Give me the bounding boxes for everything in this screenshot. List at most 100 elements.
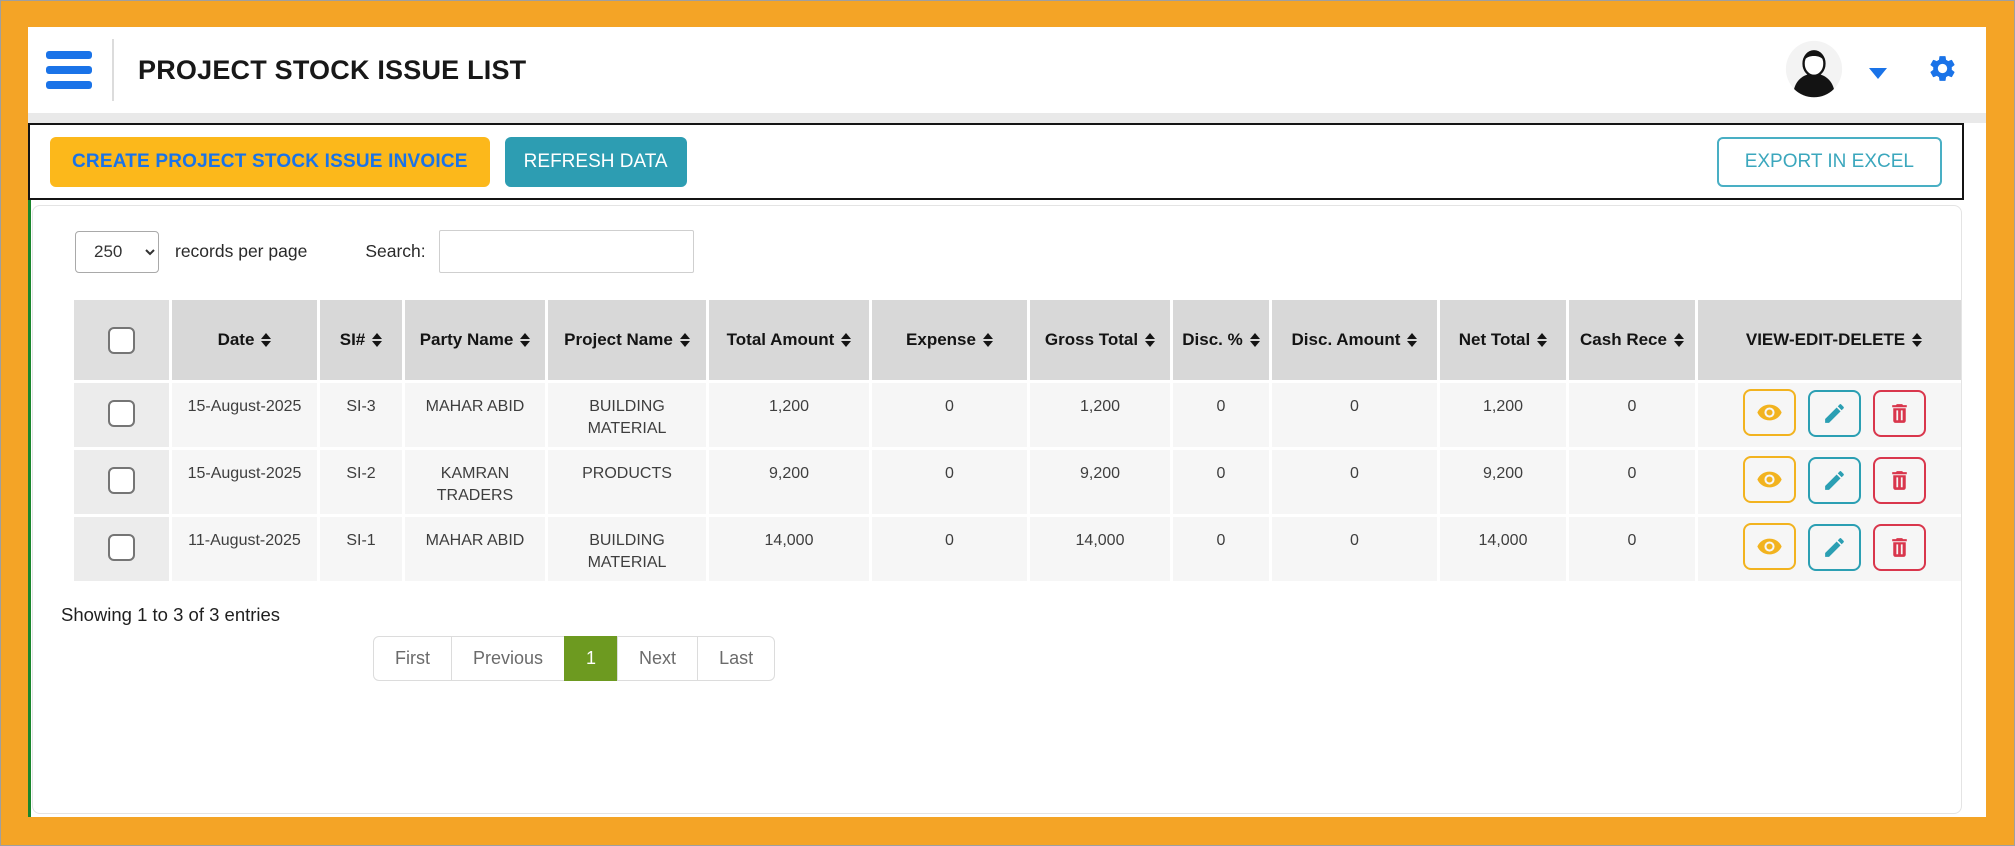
table-row: 15-August-2025 SI-2 KAMRAN TRADERS PRODUCTS… <box>74 450 1961 514</box>
pencil-icon <box>1824 471 1844 490</box>
column-header-total-amount[interactable]: Total Amount <box>709 300 869 380</box>
column-header-si[interactable]: SI# <box>320 300 402 380</box>
sort-arrows-icon <box>841 333 852 348</box>
column-header-disc[interactable]: Disc. % <box>1173 300 1269 380</box>
page-previous-button[interactable]: Previous <box>451 636 566 681</box>
select-all-header-cell <box>74 300 169 380</box>
page-title: PROJECT STOCK ISSUE LIST <box>138 54 527 85</box>
sort-arrows-icon <box>1537 333 1548 348</box>
cell-cash-rece: 0 <box>1569 517 1695 581</box>
user-avatar[interactable] <box>1785 40 1843 101</box>
table-row: 11-August-2025 SI-1 MAHAR ABID BUILDING MAT… <box>74 517 1961 581</box>
column-header-label: Cash Rece <box>1580 329 1667 349</box>
top-right-actions <box>1785 40 1970 101</box>
cell-total-amount: 9,200 <box>709 450 869 514</box>
header-divider <box>112 39 114 101</box>
cell-si-number: SI-1 <box>320 517 402 581</box>
sort-arrows-icon <box>520 333 531 348</box>
pencil-icon <box>1824 404 1844 423</box>
page-1-button[interactable]: 1 <box>564 636 619 681</box>
caret-down-icon[interactable] <box>1869 67 1887 79</box>
view-button[interactable] <box>1742 456 1796 503</box>
cell-project-name: BUILDING MATERIAL <box>548 383 706 447</box>
page-last-button[interactable]: Last <box>697 636 776 681</box>
hamburger-icon <box>46 66 92 74</box>
column-header-view-edit-delete[interactable]: VIEW-EDIT-DELETE <box>1698 300 1961 380</box>
cell-expense: 0 <box>872 517 1027 581</box>
table-header-row: Date SI# Party Name Project Name Total Amoun… <box>74 300 1961 380</box>
table-card: 250 records per page Search: Date SI# Part… <box>32 205 1962 814</box>
view-button[interactable] <box>1742 523 1796 570</box>
row-select-cell <box>74 450 169 514</box>
column-header-label: Expense <box>906 329 976 349</box>
page-first-button[interactable]: First <box>373 636 452 681</box>
cell-date: 11-August-2025 <box>172 517 317 581</box>
pagination: First Previous 1 Next Last <box>373 636 776 681</box>
row-checkbox[interactable] <box>108 399 135 427</box>
view-button[interactable] <box>1742 389 1796 436</box>
main-content: 250 records per page Search: Date SI# Part… <box>28 200 1986 817</box>
column-header-date[interactable]: Date <box>172 300 317 380</box>
column-header-expense[interactable]: Expense <box>872 300 1027 380</box>
cell-disc-percent: 0 <box>1173 450 1269 514</box>
sort-arrows-icon <box>679 333 690 348</box>
cell-date: 15-August-2025 <box>172 450 317 514</box>
cell-gross-total: 14,000 <box>1030 517 1170 581</box>
column-header-label: Total Amount <box>726 329 835 349</box>
page-next-button[interactable]: Next <box>617 636 699 681</box>
page: PROJECT STOCK ISSUE LIST <box>28 27 1986 817</box>
cell-date: 15-August-2025 <box>172 383 317 447</box>
sort-arrows-icon <box>1912 333 1923 348</box>
create-invoice-button[interactable]: CREATE PROJECT STOCK ISSUE INVOICE <box>50 136 490 187</box>
pencil-icon <box>1824 538 1844 557</box>
edit-button[interactable] <box>1807 457 1861 504</box>
column-header-label: Gross Total <box>1044 329 1139 349</box>
column-header-cash-rece[interactable]: Cash Rece <box>1569 300 1695 380</box>
search-input[interactable] <box>438 230 694 273</box>
edit-button[interactable] <box>1807 390 1861 437</box>
sort-arrows-icon <box>372 333 383 348</box>
records-per-page-label: records per page <box>175 241 308 261</box>
cell-total-amount: 14,000 <box>709 517 869 581</box>
header-gap-strip <box>28 113 1986 123</box>
export-excel-button[interactable]: EXPORT IN EXCEL <box>1716 136 1942 187</box>
refresh-data-button[interactable]: REFRESH DATA <box>504 136 687 187</box>
table-body: 15-August-2025 SI-3 MAHAR ABID BUILDING MAT… <box>74 383 1961 581</box>
cell-net-total: 9,200 <box>1440 450 1566 514</box>
cell-expense: 0 <box>872 450 1027 514</box>
cell-total-amount: 1,200 <box>709 383 869 447</box>
delete-button[interactable] <box>1872 457 1926 504</box>
cell-disc-percent: 0 <box>1173 383 1269 447</box>
column-header-project-name[interactable]: Project Name <box>548 300 706 380</box>
eye-icon <box>1756 471 1782 488</box>
stock-issue-table: Date SI# Party Name Project Name Total Amoun… <box>71 297 1961 584</box>
row-checkbox[interactable] <box>108 466 135 494</box>
column-header-party-name[interactable]: Party Name <box>405 300 545 380</box>
delete-button[interactable] <box>1872 390 1926 437</box>
page-size-select[interactable]: 250 <box>75 230 159 273</box>
top-bar: PROJECT STOCK ISSUE LIST <box>28 27 1986 113</box>
cell-party-name: KAMRAN TRADERS <box>405 450 545 514</box>
edit-button[interactable] <box>1807 524 1861 571</box>
sort-arrows-icon <box>1407 333 1418 348</box>
cell-disc-amount: 0 <box>1272 517 1437 581</box>
sort-arrows-icon <box>982 333 993 348</box>
sort-arrows-icon <box>1145 333 1156 348</box>
column-header-disc-amount[interactable]: Disc. Amount <box>1272 300 1437 380</box>
cell-disc-amount: 0 <box>1272 450 1437 514</box>
avatar-icon <box>1785 40 1843 97</box>
delete-button[interactable] <box>1872 524 1926 571</box>
settings-button[interactable] <box>1927 53 1958 87</box>
column-header-label: Project Name <box>564 329 673 349</box>
row-actions-cell <box>1698 450 1961 514</box>
cell-gross-total: 9,200 <box>1030 450 1170 514</box>
column-header-gross-total[interactable]: Gross Total <box>1030 300 1170 380</box>
hamburger-menu-button[interactable] <box>46 51 92 89</box>
column-header-net-total[interactable]: Net Total <box>1440 300 1566 380</box>
row-checkbox[interactable] <box>108 533 135 561</box>
hamburger-icon <box>46 51 92 59</box>
sort-arrows-icon <box>1249 333 1260 348</box>
select-all-checkbox[interactable] <box>108 326 135 354</box>
column-header-label: VIEW-EDIT-DELETE <box>1745 329 1906 349</box>
